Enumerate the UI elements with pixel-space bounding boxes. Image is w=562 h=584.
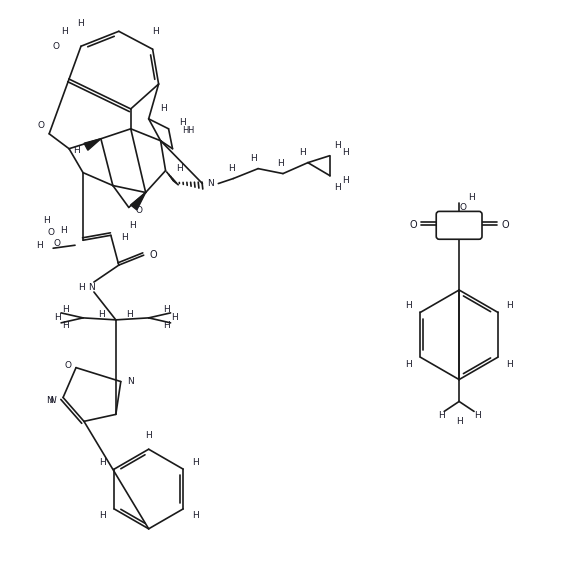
Text: O: O xyxy=(501,220,509,230)
Text: H: H xyxy=(405,301,411,310)
Text: H: H xyxy=(163,321,170,331)
Text: H: H xyxy=(342,176,349,185)
Text: H: H xyxy=(334,183,341,192)
Text: H: H xyxy=(72,146,79,155)
Text: H: H xyxy=(99,458,106,467)
Text: H: H xyxy=(192,458,198,467)
Text: H: H xyxy=(43,216,49,225)
Text: H: H xyxy=(36,241,43,250)
Text: H: H xyxy=(121,233,128,242)
Text: O: O xyxy=(135,206,142,215)
Text: O: O xyxy=(150,250,157,260)
Text: H: H xyxy=(192,512,198,520)
Text: H: H xyxy=(61,27,67,36)
Text: N: N xyxy=(128,377,134,386)
Text: O: O xyxy=(460,203,466,212)
Text: H: H xyxy=(456,417,463,426)
Text: H: H xyxy=(152,27,159,36)
Text: H: H xyxy=(228,164,234,173)
Text: N: N xyxy=(50,396,57,405)
Text: O: O xyxy=(410,220,417,230)
Text: N: N xyxy=(46,396,52,405)
Text: O: O xyxy=(53,239,61,248)
Text: H: H xyxy=(182,126,189,135)
Text: H: H xyxy=(474,411,481,420)
Text: H: H xyxy=(506,301,513,310)
Text: H: H xyxy=(468,193,474,202)
Text: H: H xyxy=(126,310,133,319)
Polygon shape xyxy=(130,193,146,210)
Text: H: H xyxy=(79,283,85,291)
Text: H: H xyxy=(300,148,306,157)
Text: H: H xyxy=(506,360,513,369)
Text: H: H xyxy=(60,226,66,235)
Text: H: H xyxy=(98,310,105,319)
Text: N: N xyxy=(89,283,96,291)
Text: H: H xyxy=(187,126,194,135)
Text: O: O xyxy=(65,361,71,370)
Text: H: H xyxy=(250,154,256,163)
Polygon shape xyxy=(84,139,101,150)
Text: H: H xyxy=(278,159,284,168)
Text: H: H xyxy=(62,321,69,331)
Text: H: H xyxy=(160,105,167,113)
Text: H: H xyxy=(78,19,84,28)
Text: H: H xyxy=(62,305,69,314)
Text: N: N xyxy=(207,179,214,188)
Text: H: H xyxy=(171,314,178,322)
Text: H: H xyxy=(438,411,445,420)
Text: H: H xyxy=(99,512,106,520)
Text: H: H xyxy=(405,360,411,369)
Text: H: H xyxy=(342,148,349,157)
Text: H: H xyxy=(129,221,136,230)
Text: H: H xyxy=(163,305,170,314)
Text: Abs: Abs xyxy=(451,221,468,230)
Text: H: H xyxy=(179,119,186,127)
FancyBboxPatch shape xyxy=(436,211,482,239)
Text: H: H xyxy=(176,164,183,173)
Text: O: O xyxy=(38,121,45,130)
Text: H: H xyxy=(146,431,152,440)
Text: H: H xyxy=(54,314,61,322)
Text: O: O xyxy=(48,228,55,237)
Text: O: O xyxy=(53,41,60,51)
Text: H: H xyxy=(334,141,341,150)
